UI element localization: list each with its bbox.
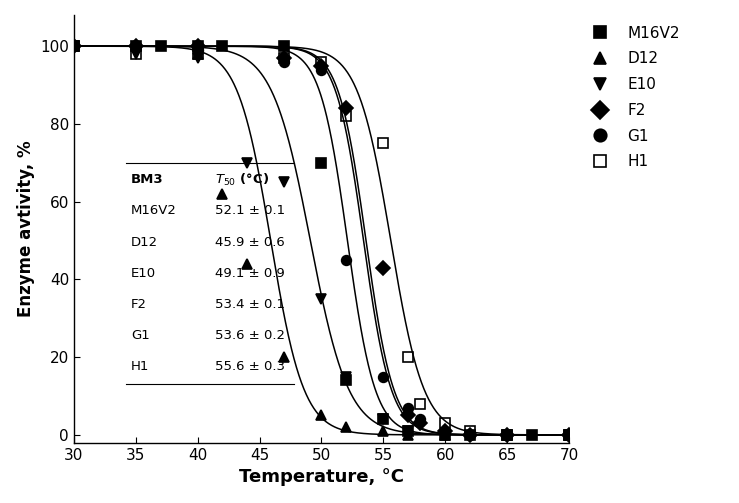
X-axis label: Temperature, °C: Temperature, °C — [239, 468, 404, 486]
Text: F2: F2 — [131, 298, 147, 311]
Text: G1: G1 — [131, 329, 149, 342]
Text: 55.6 ± 0.3: 55.6 ± 0.3 — [215, 361, 285, 373]
Text: $T_{50}$ (°C): $T_{50}$ (°C) — [215, 172, 269, 188]
Text: 45.9 ± 0.6: 45.9 ± 0.6 — [215, 235, 285, 248]
Text: 53.6 ± 0.2: 53.6 ± 0.2 — [215, 329, 285, 342]
Legend: M16V2, D12, E10, F2, G1, H1: M16V2, D12, E10, F2, G1, H1 — [582, 23, 683, 173]
Text: H1: H1 — [131, 361, 149, 373]
Text: 49.1 ± 0.9: 49.1 ± 0.9 — [215, 267, 285, 280]
Text: D12: D12 — [131, 235, 158, 248]
Text: BM3: BM3 — [131, 173, 163, 186]
Text: 52.1 ± 0.1: 52.1 ± 0.1 — [215, 204, 285, 217]
Text: M16V2: M16V2 — [131, 204, 177, 217]
Text: E10: E10 — [131, 267, 156, 280]
Text: 53.4 ± 0.1: 53.4 ± 0.1 — [215, 298, 285, 311]
Y-axis label: Enzyme avtivity, %: Enzyme avtivity, % — [16, 140, 35, 317]
